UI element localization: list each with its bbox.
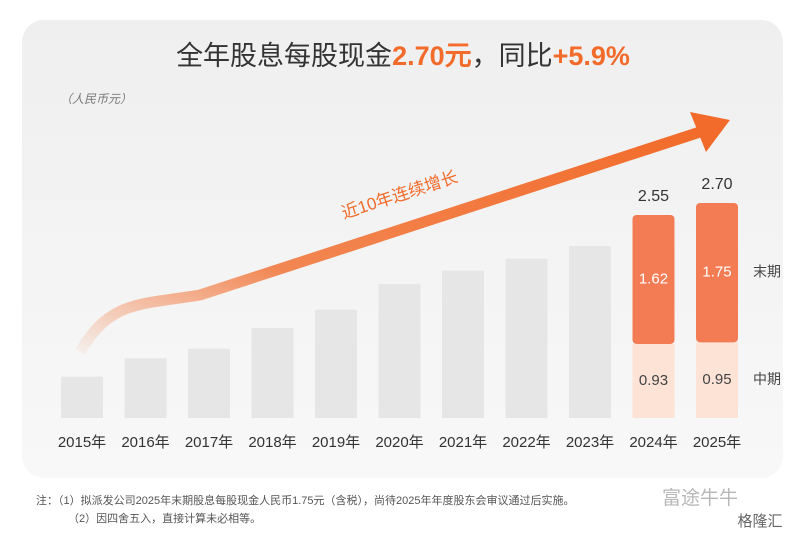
x-tick-label: 2022年 <box>502 434 550 451</box>
watermark: 富途牛牛 <box>662 487 738 509</box>
x-tick-label: 2023年 <box>566 434 614 451</box>
data-label: 1.62 <box>639 270 668 287</box>
x-tick-label: 2025年 <box>693 434 741 451</box>
watermark: 格隆汇 <box>737 513 782 530</box>
title-part: 2.70元 <box>392 41 472 71</box>
bar-segment <box>569 246 611 418</box>
bar-segment <box>315 309 357 418</box>
x-tick-label: 2024年 <box>629 434 677 451</box>
title-part: ，同比 <box>472 41 553 71</box>
bar-segment <box>632 214 675 344</box>
data-label: 0.95 <box>702 371 731 388</box>
x-tick-label: 2021年 <box>439 434 487 451</box>
arrow-head <box>690 112 730 152</box>
data-label: 1.75 <box>702 264 731 281</box>
unit-label: （人民币元） <box>60 92 132 106</box>
bar-segment <box>696 342 738 418</box>
bar-segment <box>61 376 103 418</box>
title-part: +5.9% <box>553 41 630 71</box>
legend-label: 末期 <box>753 263 781 279</box>
bar-segment <box>188 348 230 418</box>
bar-segment <box>124 358 167 418</box>
x-tick-label: 2016年 <box>121 434 169 451</box>
bar-segment <box>251 328 294 418</box>
x-tick-label: 2015年 <box>58 434 106 451</box>
bar-segment <box>696 203 738 343</box>
bar-segment <box>632 343 675 418</box>
total-label: 2.70 <box>701 176 732 193</box>
bar-segment <box>378 284 421 418</box>
x-tick-label: 2019年 <box>312 434 360 451</box>
note: 注：（1）拟派发公司2025年末期股息每股现金人民币1.75元（含税），尚待20… <box>36 493 574 507</box>
title-part: 全年股息每股现金 <box>176 41 392 71</box>
note: （2）因四舍五入，直接计算未必相等。 <box>68 511 261 525</box>
legend-label: 中期 <box>753 371 781 387</box>
x-tick-label: 2017年 <box>185 434 233 451</box>
chart-title: 全年股息每股现金2.70元，同比+5.9% <box>176 41 630 71</box>
total-label: 2.55 <box>638 188 669 205</box>
bar-segment <box>505 258 548 418</box>
trend-arrow <box>75 126 702 355</box>
x-tick-label: 2020年 <box>375 434 423 451</box>
x-tick-label: 2018年 <box>248 434 296 451</box>
bar-segment <box>442 270 484 418</box>
data-label: 0.93 <box>639 372 668 389</box>
